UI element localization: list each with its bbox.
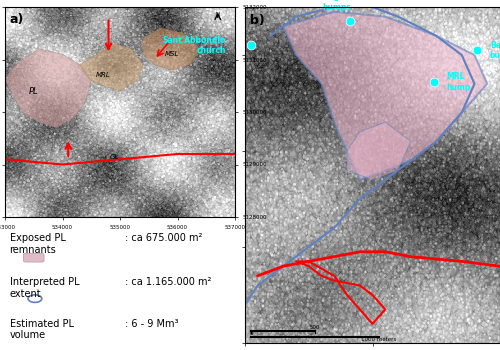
Text: Sant'Abbondio
church: Sant'Abbondio church xyxy=(162,36,226,55)
Text: Bellart
buildings: Bellart buildings xyxy=(490,41,500,60)
Text: : ca 1.165.000 m²: : ca 1.165.000 m² xyxy=(124,277,211,287)
Text: Interpreted PL
extent: Interpreted PL extent xyxy=(10,277,79,299)
Text: : ca 675.000 m²: : ca 675.000 m² xyxy=(124,233,202,243)
Point xyxy=(473,47,481,53)
Text: MRL
hump: MRL hump xyxy=(446,72,471,92)
Text: GL: GL xyxy=(110,154,119,160)
Text: MRL: MRL xyxy=(96,72,110,78)
Point xyxy=(248,43,256,48)
Polygon shape xyxy=(80,44,143,91)
Text: : 6 - 9 Mm³: : 6 - 9 Mm³ xyxy=(124,319,178,329)
Text: 500: 500 xyxy=(310,324,320,330)
Text: a): a) xyxy=(10,13,24,26)
Polygon shape xyxy=(5,49,91,128)
FancyBboxPatch shape xyxy=(24,253,44,262)
Polygon shape xyxy=(143,28,201,70)
Polygon shape xyxy=(347,122,411,180)
Point xyxy=(430,79,438,85)
Text: Exposed PL
remnants: Exposed PL remnants xyxy=(10,233,66,255)
Text: MSL: MSL xyxy=(164,51,179,57)
Text: b): b) xyxy=(250,14,265,27)
Text: 1000 meters: 1000 meters xyxy=(361,337,396,342)
Polygon shape xyxy=(283,12,487,180)
Text: Elongated
humps: Elongated humps xyxy=(315,0,358,12)
Text: N: N xyxy=(216,12,220,18)
Point xyxy=(346,19,354,24)
Text: 0: 0 xyxy=(250,331,253,336)
Text: PL: PL xyxy=(29,86,38,96)
Text: Estimated PL
volume: Estimated PL volume xyxy=(10,319,74,341)
